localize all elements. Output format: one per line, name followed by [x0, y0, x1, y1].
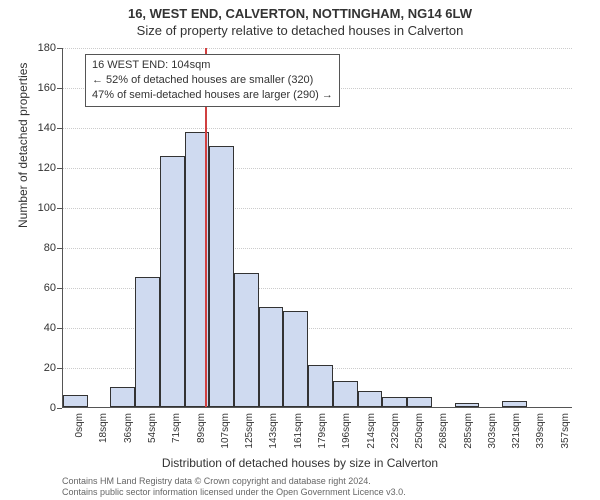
y-tick-label: 180 — [38, 42, 62, 54]
histogram-bar — [160, 156, 185, 407]
histogram-bar — [502, 401, 527, 407]
histogram-bar — [135, 277, 160, 407]
x-tick-label: 303sqm — [487, 413, 498, 449]
footer-credits: Contains HM Land Registry data © Crown c… — [62, 476, 406, 498]
histogram-bar — [333, 381, 358, 407]
histogram-bar — [110, 387, 135, 407]
y-axis-label: Number of detached properties — [16, 63, 30, 228]
x-tick-label: 161sqm — [293, 413, 304, 449]
footer-line1: Contains HM Land Registry data © Crown c… — [62, 476, 406, 487]
histogram-bar — [283, 311, 308, 407]
histogram-bar — [382, 397, 407, 407]
histogram-bar — [209, 146, 234, 407]
marker-info-box: 16 WEST END: 104sqm← 52% of detached hou… — [85, 54, 340, 107]
histogram-bar — [455, 403, 480, 407]
title-line1: 16, WEST END, CALVERTON, NOTTINGHAM, NG1… — [0, 6, 600, 23]
x-tick-label: 125sqm — [244, 413, 255, 449]
title-line2: Size of property relative to detached ho… — [0, 23, 600, 40]
y-tick-label: 160 — [38, 82, 62, 94]
info-box-line: 16 WEST END: 104sqm — [92, 58, 333, 73]
histogram-bar — [308, 365, 333, 407]
x-tick-label: 357sqm — [560, 413, 571, 449]
y-tick-label: 60 — [44, 282, 62, 294]
y-tick-label: 140 — [38, 122, 62, 134]
x-tick-label: 54sqm — [147, 413, 158, 443]
y-tick-label: 80 — [44, 242, 62, 254]
x-tick-label: 0sqm — [74, 413, 85, 437]
x-tick-label: 285sqm — [463, 413, 474, 449]
y-tick-label: 100 — [38, 202, 62, 214]
y-tick-label: 20 — [44, 362, 62, 374]
histogram-bar — [407, 397, 432, 407]
y-tick-label: 0 — [50, 402, 62, 414]
x-tick-label: 214sqm — [366, 413, 377, 449]
x-axis-label: Distribution of detached houses by size … — [0, 456, 600, 470]
x-tick-label: 143sqm — [268, 413, 279, 449]
title-block: 16, WEST END, CALVERTON, NOTTINGHAM, NG1… — [0, 0, 600, 40]
info-box-line: ← 52% of detached houses are smaller (32… — [92, 73, 333, 88]
x-tick-label: 18sqm — [98, 413, 109, 443]
plot-region: 16 WEST END: 104sqm← 52% of detached hou… — [62, 48, 572, 408]
chart-area: 16 WEST END: 104sqm← 52% of detached hou… — [62, 48, 572, 408]
info-box-line: 47% of semi-detached houses are larger (… — [92, 88, 333, 103]
x-tick-label: 196sqm — [341, 413, 352, 449]
x-tick-label: 339sqm — [535, 413, 546, 449]
x-tick-label: 71sqm — [171, 413, 182, 443]
x-tick-label: 232sqm — [390, 413, 401, 449]
footer-line2: Contains public sector information licen… — [62, 487, 406, 498]
x-tick-label: 321sqm — [511, 413, 522, 449]
y-tick-label: 120 — [38, 162, 62, 174]
histogram-bar — [358, 391, 383, 407]
x-tick-label: 179sqm — [317, 413, 328, 449]
figure: 16, WEST END, CALVERTON, NOTTINGHAM, NG1… — [0, 0, 600, 500]
x-tick-label: 268sqm — [438, 413, 449, 449]
histogram-bar — [259, 307, 284, 407]
x-tick-label: 89sqm — [196, 413, 207, 443]
x-tick-label: 250sqm — [414, 413, 425, 449]
x-tick-label: 107sqm — [220, 413, 231, 449]
histogram-bar — [63, 395, 88, 407]
x-tick-label: 36sqm — [123, 413, 134, 443]
y-tick-label: 40 — [44, 322, 62, 334]
histogram-bar — [234, 273, 259, 407]
